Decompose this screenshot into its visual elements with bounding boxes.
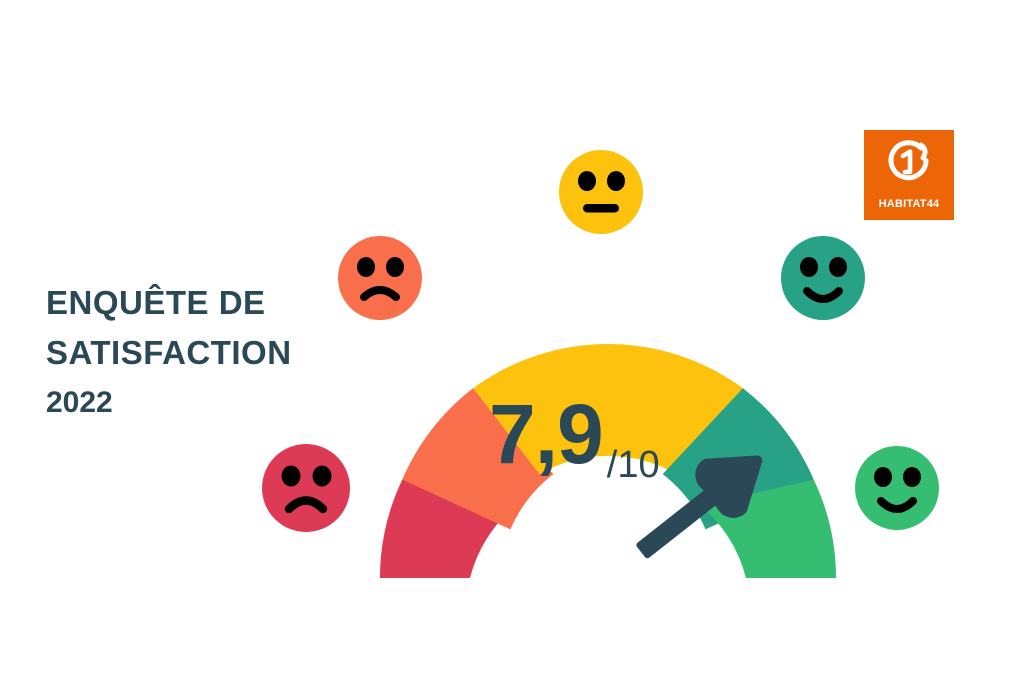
page-title: ENQUÊTE DE SATISFACTION 2022	[46, 278, 366, 428]
one-apostrophe-circle-icon	[888, 140, 929, 181]
gauge-segment-3-neutral	[473, 344, 743, 475]
gauge-segment-2-dissatisfied	[402, 388, 554, 530]
face-satisfied-icon	[781, 236, 865, 320]
title-line-2: SATISFACTION	[46, 334, 292, 371]
face-dissatisfied-icon	[338, 236, 422, 320]
face-neutral-icon	[559, 150, 643, 234]
title-line-1: ENQUÊTE DE	[46, 284, 266, 321]
score-display: 7,9 /10	[489, 387, 660, 484]
gauge-needle	[636, 455, 763, 559]
logo-text: HABITAT44	[878, 198, 940, 210]
title-year: 2022	[46, 386, 113, 419]
face-very-dissatisfied-icon	[262, 444, 350, 532]
habitat44-logo: HABITAT44	[864, 130, 954, 220]
logo-mark-icon	[881, 139, 937, 194]
score-value: 7,9	[489, 387, 604, 481]
face-very-satisfied-icon	[855, 446, 939, 530]
score-denominator: /10	[606, 444, 660, 486]
